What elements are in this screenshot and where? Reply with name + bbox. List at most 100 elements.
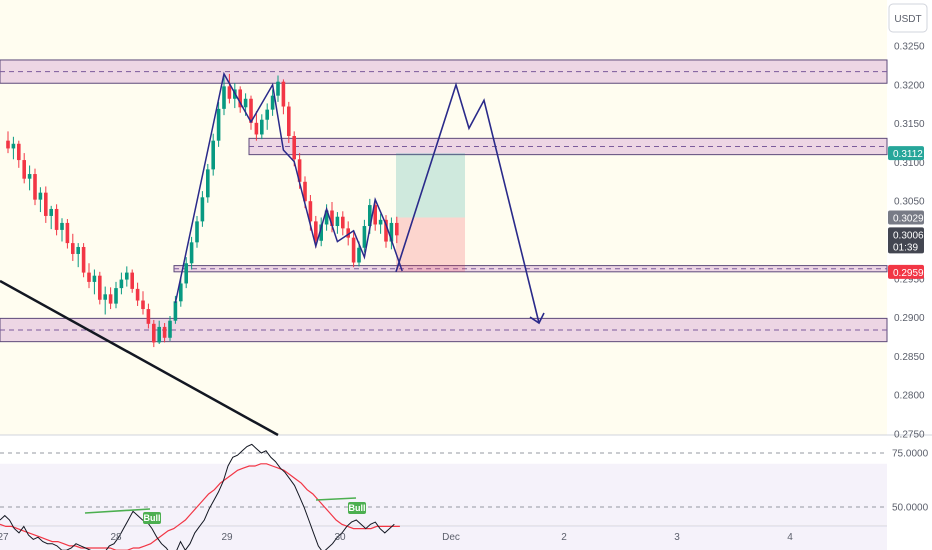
rsi-tick-label: 50.0000 bbox=[892, 503, 929, 514]
trendline-segment[interactable] bbox=[0, 279, 279, 437]
rsi-tick-label: 75.0000 bbox=[892, 449, 929, 460]
candle-body bbox=[135, 288, 140, 301]
rsi-pane: Bull Bull bbox=[0, 443, 887, 550]
currency-button-frame[interactable] bbox=[888, 3, 928, 33]
price-tick-label: 0.2750 bbox=[894, 430, 925, 441]
candle bbox=[195, 215, 199, 248]
candle-body bbox=[114, 288, 118, 304]
time-tick-label: 29 bbox=[221, 532, 233, 543]
candle bbox=[249, 95, 253, 130]
price-zones bbox=[0, 59, 888, 343]
projection-arrowhead bbox=[529, 312, 545, 325]
candle-body bbox=[384, 219, 388, 242]
price-tick-label: 0.3050 bbox=[894, 197, 925, 208]
long-position-box[interactable] bbox=[396, 153, 465, 272]
price-tag-stop: 0.2959 bbox=[888, 264, 924, 279]
candle bbox=[98, 271, 102, 305]
candle bbox=[227, 73, 232, 104]
time-axis[interactable]: 27 28 29 30 Dec 2 3 4 bbox=[0, 532, 793, 543]
candle-body bbox=[33, 174, 37, 200]
candle bbox=[254, 111, 259, 141]
candle-body bbox=[108, 294, 113, 304]
projection-drawing[interactable] bbox=[395, 82, 545, 325]
candle-body bbox=[238, 89, 242, 108]
candle-body bbox=[17, 143, 21, 161]
candle bbox=[119, 272, 124, 295]
candle-body bbox=[87, 272, 91, 282]
loss-area[interactable] bbox=[396, 217, 465, 272]
time-tick-label: 2 bbox=[561, 532, 567, 543]
candle-body bbox=[54, 208, 59, 230]
candle bbox=[211, 133, 215, 176]
candle-body bbox=[270, 95, 275, 110]
candle bbox=[351, 230, 356, 268]
candle bbox=[135, 282, 140, 306]
candle-body bbox=[92, 275, 97, 282]
candle bbox=[22, 153, 26, 184]
candle-body bbox=[38, 192, 43, 200]
bull-divergence-line bbox=[84, 508, 151, 514]
bull-divergence-badge bbox=[348, 502, 366, 514]
candle-body bbox=[162, 326, 167, 338]
candle-body bbox=[44, 192, 48, 216]
candle bbox=[222, 75, 226, 116]
candle-body bbox=[243, 98, 248, 108]
candle bbox=[206, 163, 210, 203]
candle-body bbox=[249, 98, 253, 123]
candle-body bbox=[211, 140, 215, 170]
price-tag-prev-close: 0.3029 bbox=[888, 210, 924, 225]
candle-body bbox=[378, 219, 383, 225]
candle bbox=[287, 101, 291, 143]
candle bbox=[11, 136, 16, 160]
candle-body bbox=[119, 279, 124, 289]
time-tick-label: Dec bbox=[442, 532, 460, 543]
candle-body bbox=[81, 246, 86, 273]
candle-body bbox=[206, 169, 210, 198]
candle bbox=[276, 75, 280, 102]
candle bbox=[265, 103, 269, 130]
candle bbox=[71, 233, 75, 261]
candle bbox=[76, 243, 80, 268]
candle-body bbox=[146, 309, 151, 324]
time-axis-background bbox=[0, 526, 932, 550]
candle bbox=[54, 204, 59, 236]
wave-pattern-drawing[interactable] bbox=[174, 71, 403, 304]
candle bbox=[395, 216, 399, 244]
price-axis[interactable]: 0.32500.32000.31500.31000.30500.29500.29… bbox=[894, 42, 925, 441]
candle-body bbox=[303, 181, 307, 202]
price-tag-label: 0.2959 bbox=[893, 268, 924, 279]
candle-body bbox=[276, 81, 280, 96]
price-tick-label: 0.3250 bbox=[894, 42, 925, 53]
price-tick-label: 0.2950 bbox=[894, 274, 925, 285]
candle bbox=[33, 168, 37, 206]
price-tag-bg bbox=[888, 146, 924, 161]
candle bbox=[270, 89, 275, 116]
candle bbox=[281, 79, 286, 115]
candle bbox=[108, 287, 113, 310]
candle-body bbox=[22, 160, 26, 179]
candle-body bbox=[103, 294, 107, 300]
candle-body bbox=[189, 242, 194, 264]
candle-body bbox=[362, 226, 367, 248]
projection-line[interactable] bbox=[395, 82, 540, 324]
candle-body bbox=[357, 247, 361, 263]
candle bbox=[81, 243, 86, 278]
candle-body bbox=[308, 201, 313, 222]
candle-body bbox=[287, 106, 291, 137]
candle-body bbox=[173, 301, 178, 321]
candle bbox=[130, 269, 134, 293]
candle-body bbox=[130, 272, 134, 289]
currency-button[interactable]: USDT bbox=[888, 3, 928, 33]
candle bbox=[189, 236, 194, 270]
candle bbox=[38, 187, 43, 213]
candle bbox=[125, 266, 129, 287]
candle bbox=[184, 257, 188, 289]
wave-line[interactable] bbox=[174, 71, 403, 304]
descending-trendline[interactable] bbox=[0, 279, 279, 437]
candle bbox=[44, 186, 48, 223]
candle-body bbox=[200, 197, 205, 222]
currency-button-label[interactable]: USDT bbox=[894, 14, 921, 25]
price-tag-bg bbox=[888, 210, 924, 225]
